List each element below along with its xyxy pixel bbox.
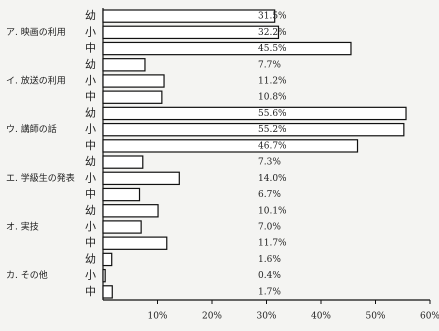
subcategory-label: 幼 <box>85 204 96 217</box>
value-label: 11.2% <box>258 77 287 87</box>
x-tick-label: 60% <box>420 312 439 322</box>
value-label: 55.2% <box>258 125 287 135</box>
bar <box>102 285 113 299</box>
subcategory-label: 小 <box>85 123 96 136</box>
x-tick-label: 50% <box>365 312 385 322</box>
x-tick-label: 40% <box>311 312 331 322</box>
group-label: ウ. 講師の話 <box>6 123 57 135</box>
subcategory-label: 幼 <box>85 106 96 119</box>
bar <box>102 187 141 202</box>
value-label: 45.5% <box>258 44 287 54</box>
value-label: 7.7% <box>258 60 281 70</box>
subcategory-label: 幼 <box>85 252 96 265</box>
group-label: ア. 映画の利用 <box>6 26 66 38</box>
subcategory-label: 幼 <box>85 9 96 22</box>
subcategory-label: 中 <box>85 90 96 103</box>
group-label: イ. 放送の利用 <box>6 75 66 87</box>
value-label: 14.0% <box>258 174 287 184</box>
value-label: 31.5% <box>258 12 287 22</box>
subcategory-label: 中 <box>85 236 96 249</box>
bar <box>102 41 352 56</box>
value-label: 32.2% <box>258 28 287 38</box>
subcategory-label: 小 <box>85 171 96 184</box>
bar <box>102 122 405 137</box>
bar <box>102 171 180 186</box>
bar <box>102 268 106 283</box>
value-label: 1.7% <box>258 287 281 297</box>
bar <box>102 74 165 88</box>
subcategory-label: 中 <box>85 188 96 201</box>
group-label: オ. 実技 <box>6 221 39 233</box>
x-tick-label: 10% <box>147 312 167 322</box>
value-label: 0.4% <box>258 271 281 281</box>
bar <box>102 58 146 72</box>
value-label: 7.0% <box>258 223 281 233</box>
x-tick-label: 30% <box>256 312 276 322</box>
bar <box>102 252 113 267</box>
value-label: 10.8% <box>258 93 287 103</box>
subcategory-label: 中 <box>85 285 96 298</box>
value-label: 10.1% <box>258 206 287 216</box>
subcategory-label: 幼 <box>85 58 96 71</box>
value-label: 55.6% <box>258 109 287 119</box>
value-label: 6.7% <box>258 190 281 200</box>
bar <box>102 155 144 169</box>
bar <box>102 204 159 218</box>
subcategory-label: 小 <box>85 220 96 233</box>
value-label: 7.3% <box>258 158 281 168</box>
bar <box>102 90 163 104</box>
bar <box>102 106 407 121</box>
subcategory-label: 幼 <box>85 155 96 168</box>
subcategory-label: 中 <box>85 42 96 55</box>
group-label: エ. 学級生の発表 <box>6 172 75 184</box>
value-label: 11.7% <box>258 239 287 249</box>
bar <box>102 236 168 250</box>
subcategory-label: 小 <box>85 74 96 87</box>
value-label: 46.7% <box>258 141 287 151</box>
bar <box>102 25 280 40</box>
subcategory-label: 小 <box>85 269 96 282</box>
subcategory-label: 中 <box>85 139 96 152</box>
group-label: カ. その他 <box>6 269 48 281</box>
bar <box>102 139 359 153</box>
subcategory-label: 小 <box>85 25 96 38</box>
x-tick-label: 20% <box>202 312 222 322</box>
bar <box>102 9 276 23</box>
value-label: 1.6% <box>258 255 281 265</box>
bar <box>102 220 142 234</box>
